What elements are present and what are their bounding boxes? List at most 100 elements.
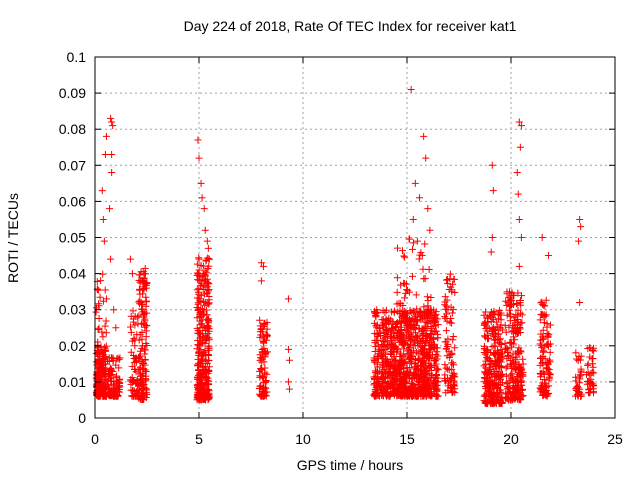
data-point xyxy=(131,342,139,350)
data-point xyxy=(393,371,401,379)
data-point xyxy=(406,344,414,352)
data-point xyxy=(413,305,421,313)
data-point xyxy=(258,358,266,366)
data-point xyxy=(408,272,416,280)
data-point xyxy=(408,315,416,323)
x-tick-label: 5 xyxy=(195,431,203,447)
data-point xyxy=(411,363,419,371)
data-point xyxy=(539,311,547,319)
data-point xyxy=(198,280,206,288)
data-point xyxy=(506,310,514,318)
data-point xyxy=(259,262,267,270)
y-tick-label: 0.01 xyxy=(59,374,86,390)
data-point xyxy=(199,363,207,371)
data-point xyxy=(393,332,401,340)
data-point xyxy=(399,340,407,348)
data-point xyxy=(202,373,210,381)
data-point xyxy=(108,169,116,177)
data-point xyxy=(503,311,511,319)
data-point xyxy=(518,311,526,319)
data-point xyxy=(399,302,407,310)
data-point xyxy=(193,260,201,268)
data-point xyxy=(386,332,394,340)
data-point xyxy=(98,328,106,336)
data-point xyxy=(100,237,108,245)
data-point xyxy=(480,392,488,400)
chart-title: Day 224 of 2018, Rate Of TEC Index for r… xyxy=(184,18,517,34)
y-axis-label: ROTI / TECUs xyxy=(5,193,21,283)
data-point xyxy=(404,310,412,318)
data-point xyxy=(401,358,409,366)
data-point xyxy=(517,301,525,309)
data-point xyxy=(491,350,499,358)
data-point xyxy=(413,237,421,245)
data-point xyxy=(409,392,417,400)
data-point xyxy=(431,340,439,348)
data-point xyxy=(540,391,548,399)
data-point xyxy=(195,255,203,263)
data-point xyxy=(373,383,381,391)
data-point xyxy=(442,305,450,313)
data-point xyxy=(142,368,150,376)
data-point xyxy=(130,358,138,366)
data-point xyxy=(101,343,109,351)
data-point xyxy=(284,345,292,353)
data-point xyxy=(448,349,456,357)
data-point xyxy=(501,321,509,329)
y-tick-label: 0.08 xyxy=(59,121,86,137)
data-point xyxy=(380,329,388,337)
data-point xyxy=(488,161,496,169)
data-point xyxy=(139,360,147,368)
data-point xyxy=(480,311,488,319)
data-point xyxy=(487,318,495,326)
data-point xyxy=(543,341,551,349)
data-point xyxy=(136,286,144,294)
data-point xyxy=(423,325,431,333)
data-point xyxy=(401,253,409,261)
data-point xyxy=(194,270,202,278)
data-point xyxy=(373,389,381,397)
data-point xyxy=(590,369,598,377)
data-point xyxy=(202,335,210,343)
data-point xyxy=(573,382,581,390)
y-tick-label: 0.06 xyxy=(59,193,86,209)
data-point xyxy=(110,391,118,399)
data-point xyxy=(197,393,205,401)
data-point xyxy=(408,380,416,388)
data-point xyxy=(420,324,428,332)
data-point xyxy=(507,364,515,372)
x-tick-label: 10 xyxy=(295,431,311,447)
data-point xyxy=(420,303,428,311)
data-point xyxy=(137,364,145,372)
data-point xyxy=(446,270,454,278)
data-point xyxy=(400,252,408,260)
data-point xyxy=(513,169,521,177)
data-point xyxy=(508,375,516,383)
data-point xyxy=(381,369,389,377)
data-point xyxy=(99,333,107,341)
data-point xyxy=(115,355,123,363)
data-point xyxy=(540,376,548,384)
data-point xyxy=(576,356,584,364)
data-point xyxy=(396,362,404,370)
data-point xyxy=(412,291,420,299)
data-point xyxy=(404,350,412,358)
data-point xyxy=(389,320,397,328)
data-point xyxy=(136,331,144,339)
data-point xyxy=(513,384,521,392)
data-point xyxy=(95,387,103,395)
data-point xyxy=(482,308,490,316)
data-point xyxy=(98,187,106,195)
data-point xyxy=(481,350,489,358)
data-point xyxy=(374,363,382,371)
data-point xyxy=(127,386,135,394)
data-point xyxy=(519,392,527,400)
data-point xyxy=(107,255,115,263)
data-point xyxy=(406,321,414,329)
data-point xyxy=(410,338,418,346)
data-point xyxy=(448,389,456,397)
data-point xyxy=(417,308,425,316)
data-point xyxy=(140,285,148,293)
data-point xyxy=(259,332,267,340)
data-point xyxy=(136,354,144,362)
